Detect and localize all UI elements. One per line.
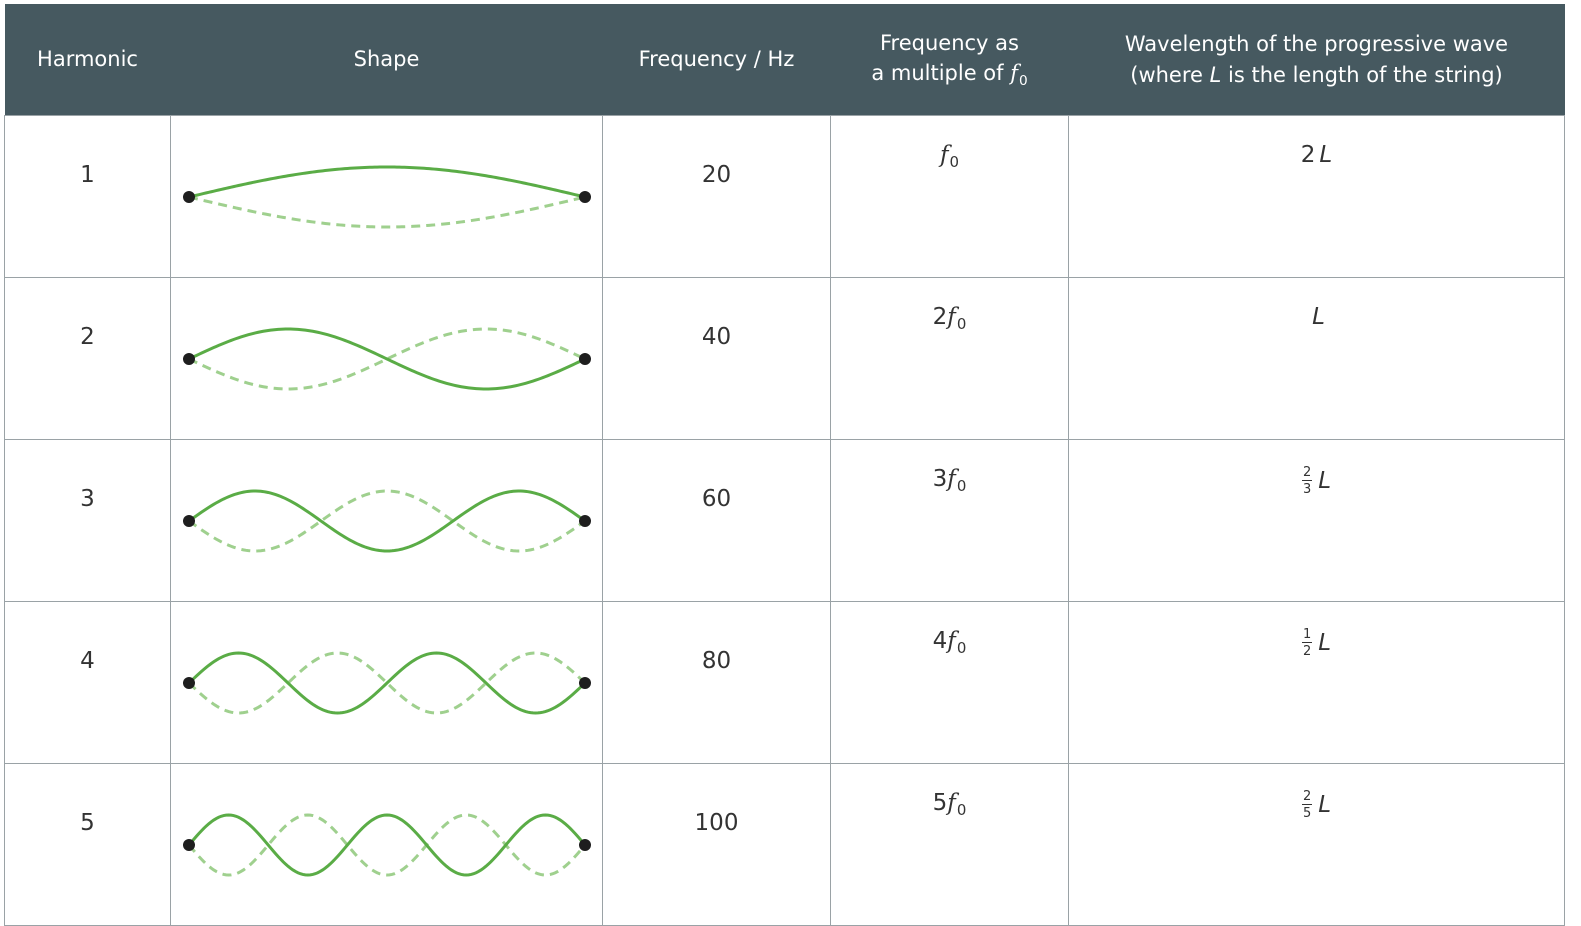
right-endpoint-dot bbox=[578, 676, 591, 689]
table-row: 1 20 f0 2 L bbox=[4, 115, 1565, 278]
wave-dashed-path bbox=[188, 195, 585, 229]
header-wavelength-open: (where bbox=[1130, 62, 1210, 87]
wavelength-coefficient: 2 bbox=[1300, 142, 1316, 168]
table-row: 4 80 4f0 1 2 L bbox=[4, 601, 1565, 764]
frequency-cell: 40 bbox=[602, 277, 831, 440]
multiple-f-symbol: f bbox=[947, 466, 956, 492]
multiple-f-symbol: f bbox=[947, 790, 956, 816]
multiple-coefficient: 2 bbox=[932, 304, 948, 330]
right-endpoint-dot bbox=[578, 514, 591, 527]
shape-cell bbox=[170, 439, 603, 602]
table-row: 5 100 5f0 2 5 L bbox=[4, 763, 1565, 926]
multiple-cell: 4f0 bbox=[830, 601, 1069, 764]
header-wavelength-close: is the length of the string) bbox=[1221, 62, 1503, 87]
frequency-cell: 100 bbox=[602, 763, 831, 926]
header-shape: Shape bbox=[170, 4, 603, 116]
multiple-cell: 2f0 bbox=[830, 277, 1069, 440]
right-endpoint-dot bbox=[578, 838, 591, 851]
table-row: 2 40 2f0 L bbox=[4, 277, 1565, 440]
wavelength-L: L bbox=[1312, 304, 1325, 330]
wavelength-L: L bbox=[1319, 142, 1333, 168]
header-harmonic: Harmonic bbox=[4, 4, 171, 116]
left-endpoint-dot bbox=[182, 676, 195, 689]
wave-solid-path bbox=[187, 489, 586, 553]
wave-dashed-path bbox=[187, 326, 586, 391]
standing-wave-diagram bbox=[182, 812, 591, 877]
header-frequency: Frequency / Hz bbox=[602, 4, 831, 116]
multiple-coefficient: 4 bbox=[932, 628, 948, 654]
standing-wave-diagram bbox=[182, 650, 591, 715]
wavelength-cell: L bbox=[1068, 277, 1565, 440]
wave-solid-path bbox=[188, 164, 585, 198]
shape-cell bbox=[170, 115, 603, 278]
multiple-f-subscript: 0 bbox=[956, 639, 967, 658]
wavelength-L: L bbox=[1318, 791, 1332, 818]
header-wavelength: Wavelength of the progressive wave (wher… bbox=[1068, 4, 1565, 116]
right-endpoint-dot bbox=[578, 352, 591, 365]
wavelength-L: L bbox=[1318, 467, 1332, 494]
wave-solid-path bbox=[187, 650, 586, 715]
frequency-cell: 20 bbox=[602, 115, 831, 278]
multiple-f-subscript: 0 bbox=[956, 801, 967, 820]
multiple-f-symbol: f bbox=[947, 304, 956, 330]
multiple-coefficient: 5 bbox=[932, 790, 948, 816]
left-endpoint-dot bbox=[182, 838, 195, 851]
fraction-numerator: 1 bbox=[1301, 627, 1313, 643]
header-multiple-line2: a multiple of bbox=[871, 60, 1011, 85]
harmonic-cell: 4 bbox=[4, 601, 171, 764]
multiple-cell: 5f0 bbox=[830, 763, 1069, 926]
fraction-numerator: 2 bbox=[1301, 789, 1313, 805]
multiple-cell: f0 bbox=[830, 115, 1069, 278]
wave-dashed-path bbox=[187, 488, 586, 552]
fraction-denominator: 3 bbox=[1302, 482, 1312, 497]
multiple-coefficient: 3 bbox=[932, 466, 948, 492]
fraction-numerator: 2 bbox=[1301, 465, 1313, 481]
header-wavelength-L: L bbox=[1209, 62, 1222, 87]
multiple-f-subscript: 0 bbox=[956, 315, 967, 334]
harmonic-cell: 3 bbox=[4, 439, 171, 602]
multiple-f-subscript: 0 bbox=[956, 477, 967, 496]
shape-cell bbox=[170, 277, 603, 440]
shape-cell bbox=[170, 763, 603, 926]
multiple-f-subscript: 0 bbox=[949, 153, 960, 172]
table-row: 3 60 3f0 2 3 L bbox=[4, 439, 1565, 602]
wave-solid-path bbox=[187, 326, 586, 391]
standing-wave-diagram bbox=[182, 164, 591, 229]
harmonic-cell: 2 bbox=[4, 277, 171, 440]
header-multiple: Frequency as a multiple of f0 bbox=[830, 4, 1069, 116]
header-multiple-line1: Frequency as bbox=[880, 30, 1019, 55]
standing-wave-diagram bbox=[182, 488, 591, 553]
header-f-subscript: 0 bbox=[1018, 72, 1028, 89]
left-endpoint-dot bbox=[182, 190, 195, 203]
left-endpoint-dot bbox=[182, 514, 195, 527]
wavelength-L: L bbox=[1318, 629, 1332, 656]
harmonic-cell: 1 bbox=[4, 115, 171, 278]
fraction-denominator: 2 bbox=[1302, 644, 1312, 659]
header-wavelength-line1: Wavelength of the progressive wave bbox=[1124, 32, 1509, 57]
frequency-cell: 80 bbox=[602, 601, 831, 764]
fraction-denominator: 5 bbox=[1302, 806, 1312, 821]
shape-cell bbox=[170, 601, 603, 764]
multiple-f-symbol: f bbox=[939, 142, 949, 168]
header-row: Harmonic Shape Frequency / Hz Frequency … bbox=[4, 4, 1565, 116]
right-endpoint-dot bbox=[578, 190, 591, 203]
harmonic-cell: 5 bbox=[4, 763, 171, 926]
header-f-symbol: f bbox=[1010, 60, 1018, 85]
standing-wave-diagram bbox=[182, 326, 591, 391]
left-endpoint-dot bbox=[182, 352, 195, 365]
multiple-cell: 3f0 bbox=[830, 439, 1069, 602]
harmonics-table: Harmonic Shape Frequency / Hz Frequency … bbox=[4, 4, 1565, 926]
multiple-f-symbol: f bbox=[947, 628, 956, 654]
frequency-cell: 60 bbox=[602, 439, 831, 602]
